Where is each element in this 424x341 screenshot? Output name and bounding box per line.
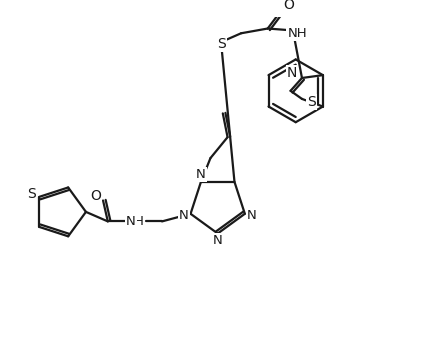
Text: N: N	[213, 234, 223, 247]
Text: N: N	[196, 168, 206, 181]
Text: O: O	[90, 189, 101, 203]
Text: N: N	[179, 209, 189, 222]
Text: S: S	[307, 95, 315, 109]
Text: N: N	[247, 209, 257, 222]
Text: O: O	[283, 0, 294, 12]
Text: N: N	[287, 66, 297, 80]
Text: S: S	[217, 37, 226, 51]
Text: N: N	[126, 215, 136, 228]
Text: S: S	[28, 187, 36, 201]
Text: H: H	[133, 215, 143, 228]
Text: NH: NH	[287, 27, 307, 40]
